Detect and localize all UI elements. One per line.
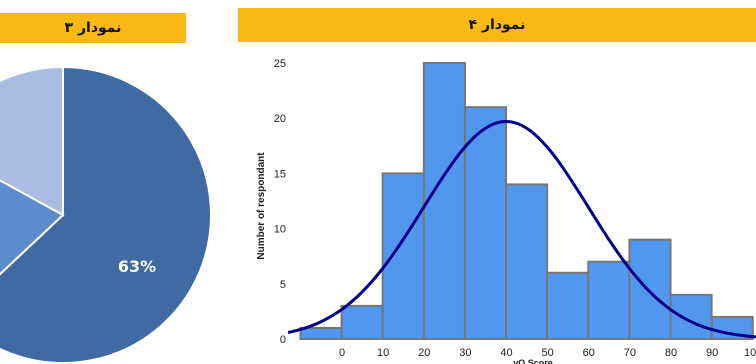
x-tick-label: 70 xyxy=(624,347,636,359)
x-tick-label: 50 xyxy=(541,347,553,359)
histogram-bar-7 xyxy=(546,271,590,341)
normal-curve xyxy=(287,119,756,339)
histogram-bar-5 xyxy=(463,106,508,340)
x-tick-label: 60 xyxy=(583,347,595,359)
x-tick-label: 90 xyxy=(706,347,718,359)
histogram-title: نمودار ۴ xyxy=(238,8,756,42)
y-tick-label: 25 xyxy=(274,58,286,70)
x-tick-label: 10 xyxy=(377,347,389,359)
x-tick-label: 80 xyxy=(665,347,677,359)
histogram-bar-4 xyxy=(422,62,466,340)
histogram-bar-8 xyxy=(587,260,631,340)
pie-chart-title: نمودار ۳ xyxy=(0,13,186,43)
x-tick-label: 0 xyxy=(339,347,345,359)
x-tick-label: 100 xyxy=(744,347,756,359)
y-axis-label: Number of respondant xyxy=(256,152,267,260)
pie-slice-2 xyxy=(0,179,65,276)
x-tick-label: 20 xyxy=(418,347,430,359)
y-tick-label: 10 xyxy=(274,224,286,236)
pie-slice-3 xyxy=(0,65,64,217)
y-tick-label: 5 xyxy=(280,279,286,291)
histogram-bar-10 xyxy=(669,293,713,340)
y-tick-label: 20 xyxy=(274,113,286,125)
x-tick-label: 40 xyxy=(500,347,512,359)
pie-slice-1 xyxy=(0,65,212,364)
x-axis-label: vQ Score xyxy=(513,358,553,364)
histogram-bar-6 xyxy=(505,183,549,340)
histogram-bar-2 xyxy=(340,304,384,341)
pie-slice-label: 63% xyxy=(118,257,156,276)
pie-chart: 63% xyxy=(0,65,212,364)
histogram-bar-1 xyxy=(299,326,343,340)
y-tick-label: 0 xyxy=(280,334,286,346)
histogram-bar-11 xyxy=(710,315,754,341)
histogram-bar-9 xyxy=(628,238,672,340)
histogram-bar-3 xyxy=(381,172,425,340)
x-tick-label: 30 xyxy=(459,347,471,359)
y-tick-label: 15 xyxy=(274,168,286,180)
